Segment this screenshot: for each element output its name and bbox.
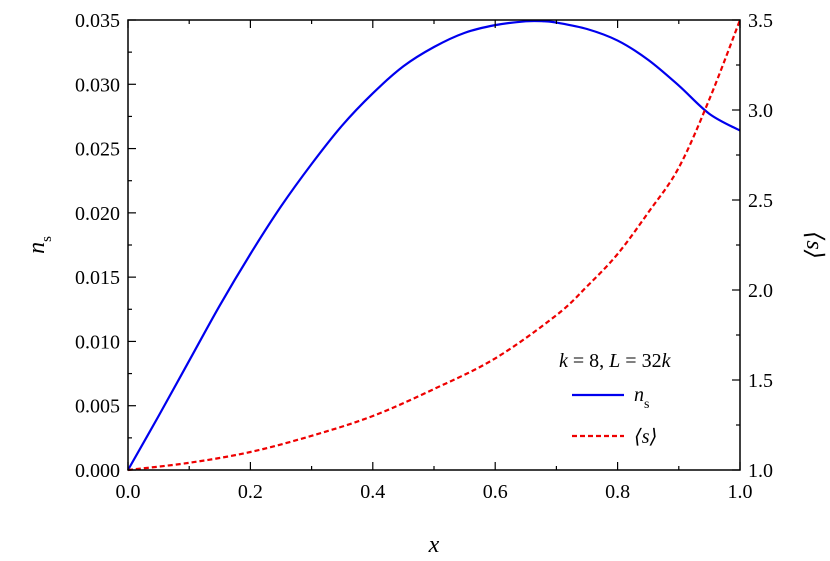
left-y-tick-label: 0.035 [75, 10, 120, 32]
x-axis: 0.0 0.2 0.4 0.6 0.8 1.0 [116, 20, 753, 503]
x-axis-title: x [428, 532, 440, 558]
left-y-tick-label: 0.015 [75, 267, 120, 289]
left-y-tick-label: 0.010 [75, 331, 120, 353]
series-line-ns [127, 19, 741, 471]
legend-title: k = 8, L = 32k [559, 350, 672, 372]
x-tick-label: 0.0 [116, 481, 141, 503]
right-y-tick-label: 1.5 [748, 370, 773, 392]
x-tick-label: 0.6 [483, 481, 508, 503]
right-y-axis-title: ⟨s⟩ [801, 231, 827, 259]
left-y-tick-label: 0.030 [75, 74, 120, 96]
series-line-s [127, 19, 742, 472]
legend-label-ns: ns [634, 384, 649, 412]
legend: k = 8, L = 32k ns ⟨s⟩ [559, 350, 672, 448]
right-y-tick-label: 2.0 [748, 280, 773, 302]
right-y-tick-label: 3.5 [748, 10, 773, 32]
left-y-tick-label: 0.020 [75, 203, 120, 225]
x-tick-label: 0.8 [605, 481, 630, 503]
legend-label-s: ⟨s⟩ [634, 426, 657, 448]
x-tick-label: 0.2 [238, 481, 263, 503]
series-layer [127, 19, 742, 472]
right-y-tick-label: 2.5 [748, 190, 773, 212]
right-y-axis: 1.0 1.5 2.0 2.5 3.0 3.5 [732, 10, 773, 482]
left-y-axis-title: ns [24, 236, 55, 254]
left-y-tick-label: 0.000 [75, 460, 120, 482]
right-y-tick-label: 3.0 [748, 100, 773, 122]
left-y-tick-label: 0.005 [75, 396, 120, 418]
left-y-axis: 0.000 0.005 0.010 0.015 0.020 0.025 0.030 0.035 [75, 10, 136, 482]
left-y-tick-label: 0.025 [75, 139, 120, 161]
right-y-tick-label: 1.0 [748, 460, 773, 482]
x-tick-label: 1.0 [728, 481, 753, 503]
x-tick-label: 0.4 [360, 481, 385, 503]
